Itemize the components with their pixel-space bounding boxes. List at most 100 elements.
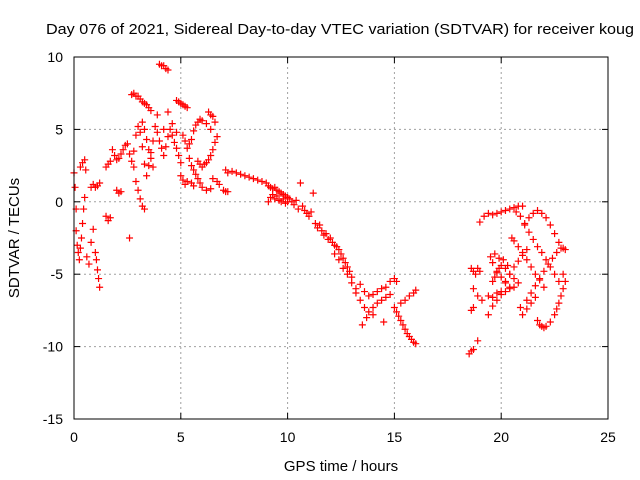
- data-point: [183, 144, 191, 152]
- data-point: [160, 151, 168, 159]
- data-point: [85, 260, 93, 268]
- data-point: [544, 260, 552, 268]
- data-point: [81, 156, 89, 164]
- data-point: [138, 118, 146, 126]
- data-point: [202, 120, 210, 128]
- data-point: [187, 136, 195, 144]
- data-point: [198, 117, 206, 125]
- data-point: [224, 169, 232, 177]
- data-point: [106, 214, 114, 222]
- data-point: [534, 243, 542, 251]
- data-point: [134, 123, 142, 131]
- data-point: [559, 285, 567, 293]
- data-point: [412, 286, 420, 294]
- data-point: [290, 201, 298, 209]
- data-point: [493, 209, 501, 217]
- data-point: [501, 206, 509, 214]
- data-points-layer: [70, 60, 569, 358]
- data-point: [77, 234, 85, 242]
- data-point: [514, 257, 522, 265]
- data-point: [164, 66, 172, 74]
- data-point: [491, 273, 499, 281]
- data-point: [237, 170, 245, 178]
- data-point: [548, 254, 556, 262]
- y-tick-label: 5: [55, 121, 63, 137]
- data-point: [170, 138, 178, 146]
- x-tick-label: 5: [177, 429, 185, 445]
- data-point: [536, 275, 544, 283]
- data-point: [269, 191, 277, 199]
- data-point: [531, 293, 539, 301]
- data-point: [534, 317, 542, 325]
- data-point: [79, 220, 87, 228]
- data-point: [559, 270, 567, 278]
- data-point: [551, 270, 559, 278]
- data-point: [177, 172, 185, 180]
- data-point: [360, 304, 368, 312]
- data-point: [179, 176, 187, 184]
- data-point: [185, 140, 193, 148]
- data-point: [497, 262, 505, 270]
- data-point: [96, 179, 104, 187]
- data-point: [87, 238, 95, 246]
- data-point: [478, 296, 486, 304]
- data-point: [395, 312, 403, 320]
- data-point: [514, 279, 522, 287]
- data-point: [215, 180, 223, 188]
- data-point: [316, 221, 324, 229]
- data-point: [540, 267, 548, 275]
- data-point: [187, 162, 195, 170]
- data-point: [75, 256, 83, 264]
- data-point: [510, 283, 518, 291]
- data-point: [177, 159, 185, 167]
- data-point: [527, 289, 535, 297]
- data-point: [228, 167, 236, 175]
- data-point: [489, 259, 497, 267]
- data-point: [305, 212, 313, 220]
- data-point: [322, 230, 330, 238]
- data-point: [369, 290, 377, 298]
- data-point: [497, 288, 505, 296]
- data-point: [472, 270, 480, 278]
- data-point: [525, 214, 533, 222]
- data-point: [339, 254, 347, 262]
- data-point: [132, 178, 140, 186]
- data-point: [510, 204, 518, 212]
- data-point: [516, 304, 524, 312]
- data-point: [523, 246, 531, 254]
- data-point: [151, 123, 159, 131]
- data-point: [397, 317, 405, 325]
- data-point: [561, 246, 569, 254]
- data-point: [76, 163, 84, 171]
- data-point: [106, 157, 114, 165]
- data-point: [405, 292, 413, 300]
- data-point: [363, 314, 371, 322]
- data-point: [469, 304, 477, 312]
- data-point: [335, 256, 343, 264]
- data-point: [356, 280, 364, 288]
- data-point: [474, 337, 482, 345]
- data-point: [140, 160, 148, 168]
- data-point: [74, 248, 82, 256]
- data-point: [132, 131, 140, 139]
- data-point: [412, 340, 420, 348]
- data-point: [183, 104, 191, 112]
- data-point: [190, 182, 198, 190]
- data-point: [378, 296, 386, 304]
- data-point: [82, 166, 90, 174]
- data-point: [551, 230, 559, 238]
- y-tick-label: -15: [43, 411, 63, 427]
- data-point: [185, 154, 193, 162]
- data-point: [140, 125, 148, 133]
- data-point: [531, 282, 539, 290]
- data-point: [102, 212, 110, 220]
- data-point: [299, 202, 307, 210]
- data-point: [93, 266, 101, 274]
- data-point: [136, 195, 144, 203]
- data-point: [380, 318, 388, 326]
- data-point: [538, 248, 546, 256]
- data-point: [198, 183, 206, 191]
- data-point: [196, 179, 204, 187]
- data-point: [128, 157, 136, 165]
- data-point: [164, 133, 172, 141]
